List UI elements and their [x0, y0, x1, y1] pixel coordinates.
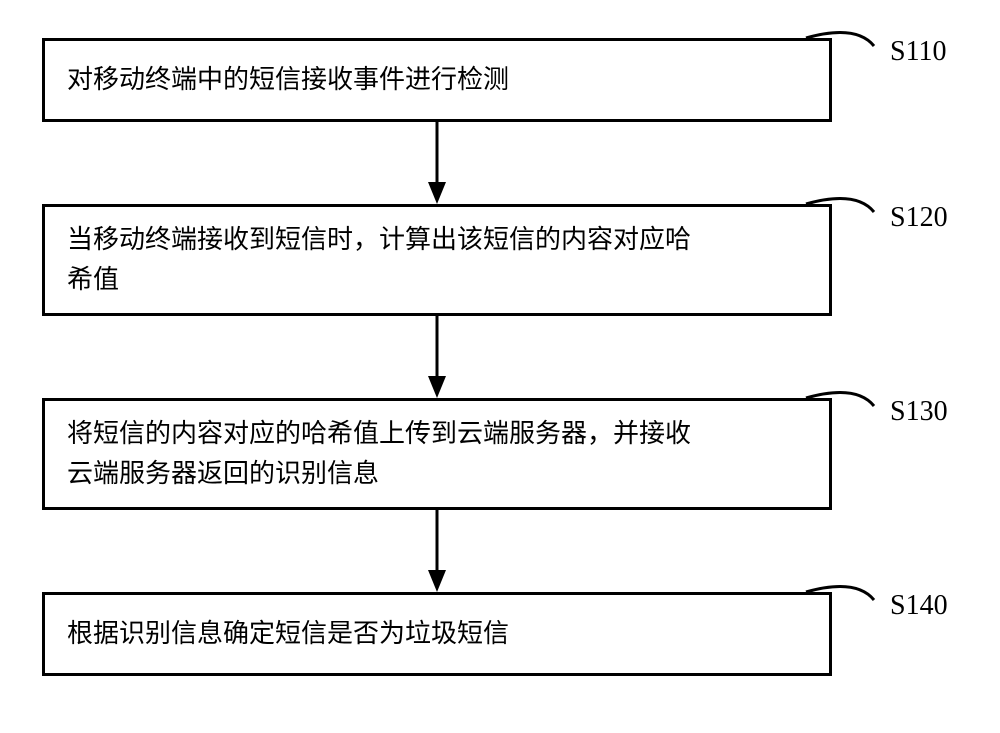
flowchart-canvas: 对移动终端中的短信接收事件进行检测S110当移动终端接收到短信时，计算出该短信的… [0, 0, 1000, 733]
arrow-s130-to-s140 [0, 0, 1000, 733]
